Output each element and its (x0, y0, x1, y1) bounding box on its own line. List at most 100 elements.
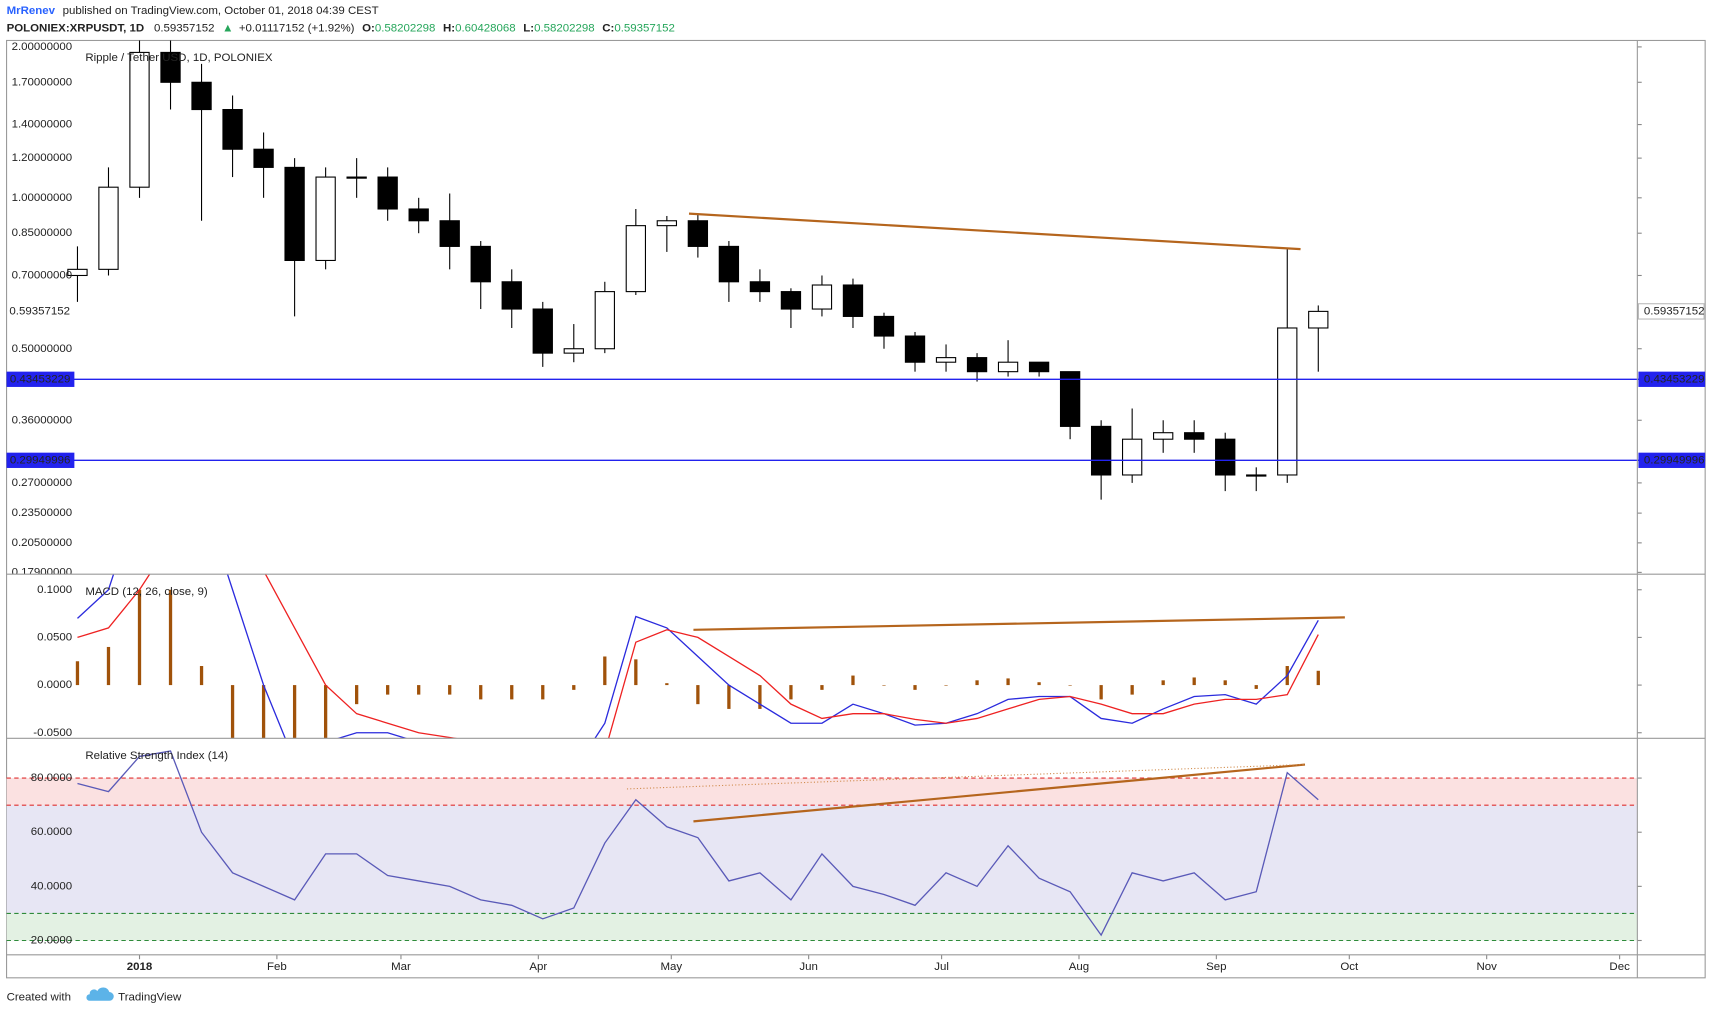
close: 0.59357152 (614, 22, 675, 34)
candle-body (532, 308, 553, 354)
candle-body (222, 108, 243, 150)
trendline (693, 763, 1306, 823)
trendline (693, 616, 1345, 631)
low: 0.58202298 (534, 22, 595, 34)
y-tick-label: 1.70000000 (12, 76, 73, 88)
level-label-box-right (1638, 452, 1706, 468)
histogram-bar (510, 685, 514, 700)
pane (75, 574, 1345, 739)
histogram-bar (789, 685, 793, 700)
candle-body (873, 315, 895, 337)
candle-body (1215, 438, 1236, 476)
histogram-bar (1006, 678, 1010, 686)
macd-line (77, 574, 1319, 739)
up-arrow: ▲ (222, 22, 233, 34)
level-label: 0.43453229 (10, 373, 71, 385)
histogram-bar (106, 646, 111, 686)
y-tick-label: 2.00000000 (12, 41, 73, 53)
y-tick-label: 0.36000000 (12, 414, 73, 426)
rsi-line (77, 750, 1319, 937)
candle-body (346, 176, 367, 179)
last-price-label: 0.59357152 (9, 305, 70, 317)
y-tick-label: 80.0000 (31, 772, 72, 784)
footer-brand: TradingView (118, 992, 182, 1004)
histogram-bar (448, 685, 452, 695)
histogram-bar (851, 675, 855, 686)
x-tick-label: Dec (1609, 961, 1630, 973)
candle-body (563, 348, 584, 354)
pane (6, 750, 1638, 942)
candle-body (191, 81, 212, 111)
candle-body (1028, 361, 1050, 373)
pane-title: Ripple / Tether USD, 1D, POLONIEX (85, 52, 273, 64)
y-tick-label: 20.0000 (31, 935, 72, 947)
candle-body (67, 268, 88, 277)
zone (6, 913, 1638, 941)
pane-title: Relative Strength Index (14) (85, 750, 228, 762)
y-tick-label: 0.0500 (37, 631, 72, 643)
candle-body (439, 220, 460, 247)
x-tick-label: 2018 (127, 961, 153, 973)
candle-body (811, 284, 833, 310)
candle-body (1308, 310, 1329, 329)
zone (6, 805, 1638, 914)
trendline (626, 763, 1306, 790)
level-label-box (6, 452, 75, 468)
histogram-bar (1316, 670, 1320, 686)
candle-body (625, 225, 646, 293)
candle-body (470, 245, 491, 283)
trendline (688, 212, 1301, 251)
y-tick-label: 60.0000 (31, 826, 72, 838)
y-tick-label: 0.20500000 (12, 537, 73, 549)
histogram-bar (820, 685, 824, 690)
histogram-bar (1223, 680, 1227, 686)
x-tick-label: Jun (799, 961, 818, 973)
histogram-bar (168, 589, 173, 686)
level-label-right: 0.29949996 (1644, 454, 1705, 466)
logo-cloud (86, 987, 114, 1001)
histogram-bar (261, 685, 266, 739)
histogram-bar (665, 683, 669, 686)
histogram-bar (696, 685, 700, 705)
histogram-bar (292, 685, 297, 739)
last-price-label-right: 0.59357152 (1644, 305, 1705, 317)
candle-body (315, 176, 336, 262)
histogram-bar (1254, 685, 1258, 689)
y-tick-label: -0.0500 (33, 727, 72, 739)
histogram-bar (603, 656, 607, 686)
histogram-bar (572, 685, 576, 690)
y-tick-label: 0.17900000 (12, 566, 73, 578)
y-tick-label: 0.23500000 (12, 507, 73, 519)
tradingview-logo[interactable]: TradingView (86, 987, 182, 1004)
histogram-bar (199, 666, 204, 686)
candle-body (1059, 371, 1081, 427)
candle-body (997, 361, 1019, 373)
histogram-bar (541, 685, 545, 700)
y-tick-label: 0.0000 (37, 679, 72, 691)
candle-body (904, 335, 926, 363)
footer-created: Created with (7, 992, 71, 1004)
candle-body (1246, 474, 1267, 477)
y-tick-label: 0.85000000 (12, 227, 73, 239)
histogram-bar (634, 659, 638, 686)
candle-body (1090, 425, 1112, 476)
author[interactable]: MrRenev (7, 5, 56, 17)
x-tick-label: Oct (1340, 961, 1359, 973)
histogram-bar (323, 685, 328, 739)
candle-body (1277, 327, 1298, 476)
histogram-bar (1068, 685, 1072, 686)
x-tick-label: Nov (1476, 961, 1497, 973)
candle-body (129, 51, 150, 188)
candle-body (594, 291, 615, 350)
candle-body (687, 220, 709, 247)
histogram-bar (1099, 685, 1103, 700)
candle-body (1184, 432, 1205, 440)
symbol: POLONIEX:XRPUSDT, 1D (7, 22, 145, 34)
candle-body (501, 281, 522, 310)
y-tick-label: 0.27000000 (12, 477, 73, 489)
low-label: L: (523, 22, 534, 34)
close-label: C: (602, 22, 614, 34)
y-tick-label: 1.20000000 (12, 152, 73, 164)
x-tick-label: Apr (529, 961, 547, 973)
